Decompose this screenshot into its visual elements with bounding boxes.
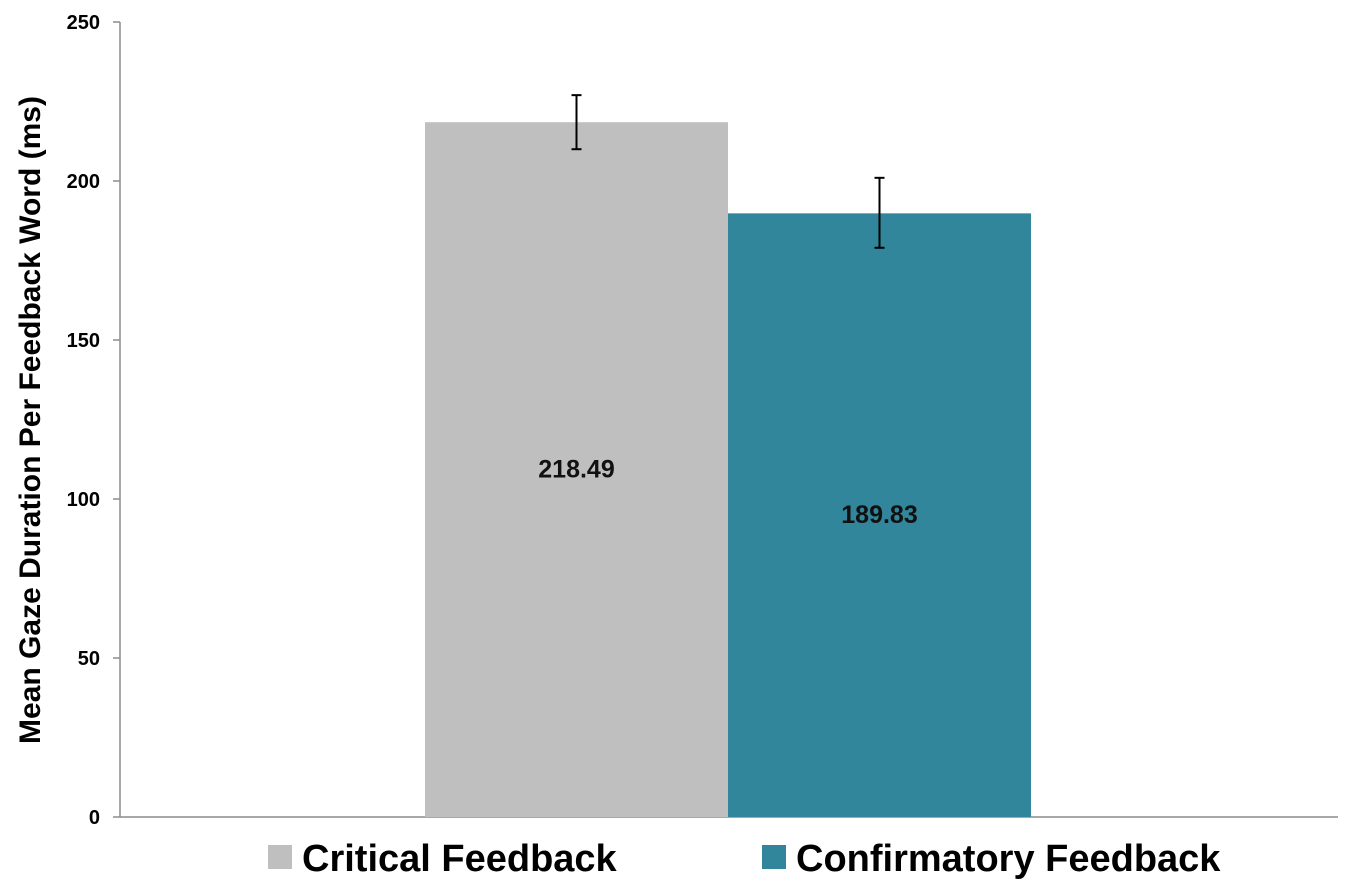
y-axis: 0 50 100 150 200 250 (67, 12, 1338, 829)
data-label: 218.49 (538, 456, 614, 484)
legend: Critical Feedback Confirmatory Feedback (268, 838, 1221, 880)
y-tick-label: 50 (78, 648, 100, 670)
bar-confirmatory-feedback (728, 213, 1031, 818)
legend-swatch (268, 845, 292, 869)
data-labels: 218.49 189.83 (538, 456, 917, 530)
y-tick-label: 150 (67, 330, 100, 352)
error-bars (571, 94, 885, 249)
y-tick-label: 100 (67, 489, 100, 511)
data-label: 189.83 (841, 501, 917, 529)
y-tick-label: 0 (89, 807, 100, 829)
y-tick-label: 250 (67, 12, 100, 34)
y-axis-label: Mean Gaze Duration Per Feedback Word (ms… (14, 96, 47, 744)
y-tick-label: 200 (67, 171, 100, 193)
bar-critical-feedback (425, 122, 728, 818)
bars (425, 122, 1031, 818)
legend-swatch (762, 845, 786, 869)
legend-label: Critical Feedback (302, 838, 618, 880)
legend-label: Confirmatory Feedback (796, 838, 1221, 880)
